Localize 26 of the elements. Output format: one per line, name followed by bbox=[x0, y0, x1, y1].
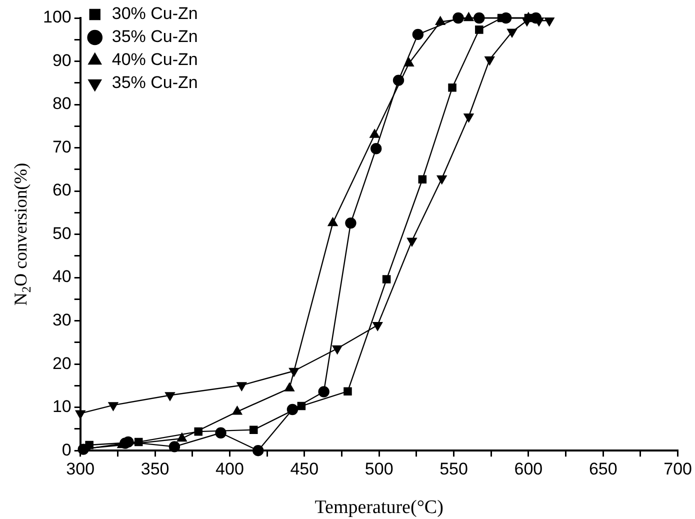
x-tick-label: 400 bbox=[216, 459, 244, 478]
x-tick-label: 600 bbox=[514, 459, 543, 478]
y-tick-label: 40 bbox=[52, 267, 72, 286]
x-axis-title: Temperature(°C) bbox=[314, 496, 444, 518]
x-tick-label: 650 bbox=[588, 459, 618, 478]
y-tick-label: 50 bbox=[52, 224, 72, 243]
y-tick-label: 30 bbox=[52, 310, 72, 330]
x-tick-label: 300 bbox=[66, 459, 95, 478]
legend-label: 30% Cu-Zn bbox=[112, 4, 198, 24]
x-tick-label: 450 bbox=[290, 459, 319, 478]
x-tick-label: 350 bbox=[140, 459, 170, 478]
y-axis-title: N2O conversion(%) bbox=[10, 162, 34, 306]
y-tick-label: 20 bbox=[52, 354, 72, 373]
x-tick-label: 700 bbox=[664, 459, 692, 478]
y-tick-label: 90 bbox=[52, 50, 72, 70]
x-tick-label: 500 bbox=[364, 459, 394, 478]
legend-label: 35% Cu-Zn bbox=[112, 73, 198, 92]
y-tick-label: 100 bbox=[42, 8, 72, 27]
y-tick-label: 70 bbox=[52, 137, 72, 156]
legend-label: 35% Cu-Zn bbox=[112, 27, 198, 46]
y-tick-label: 0 bbox=[62, 440, 72, 460]
y-tick-label: 80 bbox=[52, 94, 72, 114]
y-tick-label: 60 bbox=[52, 180, 72, 200]
x-tick-label: 550 bbox=[440, 459, 468, 478]
y-tick-label: 10 bbox=[52, 397, 72, 416]
legend-label: 40% Cu-Zn bbox=[112, 50, 198, 70]
